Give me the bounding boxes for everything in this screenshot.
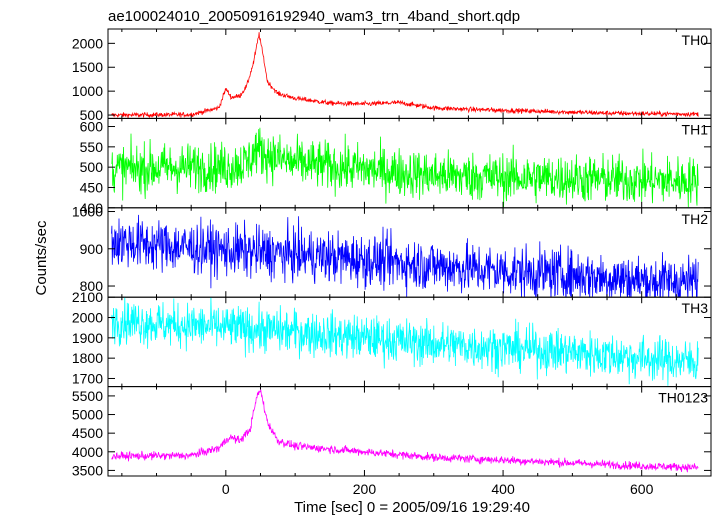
y-tick-label: 1000 — [72, 204, 103, 220]
y-tick-label: 4000 — [72, 444, 103, 460]
series-line-th0123 — [111, 389, 699, 473]
y-tick-label: 5500 — [72, 388, 103, 404]
y-tick-label: 550 — [80, 139, 104, 155]
series-line-th3 — [111, 297, 699, 386]
x-axis-label: Time [sec] 0 = 2005/09/16 19:29:40 — [294, 499, 530, 516]
y-tick-label: 500 — [80, 159, 104, 175]
y-tick-label: 1700 — [72, 370, 103, 386]
y-tick-label: 2000 — [72, 310, 103, 326]
y-tick-label: 5000 — [72, 407, 103, 423]
y-tick-label: 600 — [80, 119, 104, 135]
panel-label: TH0123 — [658, 390, 708, 406]
panel-label: TH3 — [682, 300, 709, 316]
y-tick-label: 4500 — [72, 425, 103, 441]
panel-frame — [107, 386, 712, 477]
y-tick-label: 800 — [80, 278, 104, 294]
y-axis-label: Counts/sec — [33, 220, 50, 296]
y-tick-label: 450 — [80, 179, 104, 195]
x-tick-label: 400 — [491, 481, 515, 497]
series-line-th2 — [111, 214, 699, 298]
panel-frame — [107, 296, 712, 388]
y-tick-label: 2000 — [72, 35, 103, 51]
y-tick-label: 1500 — [72, 59, 103, 75]
y-tick-label: 1000 — [72, 83, 103, 99]
y-tick-label: 500 — [80, 107, 104, 123]
y-tick-label: 1900 — [72, 330, 103, 346]
panel-label: TH1 — [682, 121, 709, 137]
panel-label: TH0 — [682, 32, 709, 48]
y-tick-label: 2100 — [72, 289, 103, 305]
x-tick-label: 200 — [353, 481, 377, 497]
y-tick-label: 3500 — [72, 462, 103, 478]
y-tick-label: 400 — [80, 200, 104, 216]
x-tick-label: 0 — [222, 481, 230, 497]
y-tick-label: 1800 — [72, 350, 103, 366]
chart-title: ae100024010_20050916192940_wam3_trn_4ban… — [108, 8, 520, 25]
series-line-th0 — [111, 32, 699, 119]
x-tick-label: 600 — [630, 481, 654, 497]
panel-label: TH2 — [682, 211, 709, 227]
y-tick-label: 900 — [80, 241, 104, 257]
series-line-th1 — [111, 127, 699, 208]
